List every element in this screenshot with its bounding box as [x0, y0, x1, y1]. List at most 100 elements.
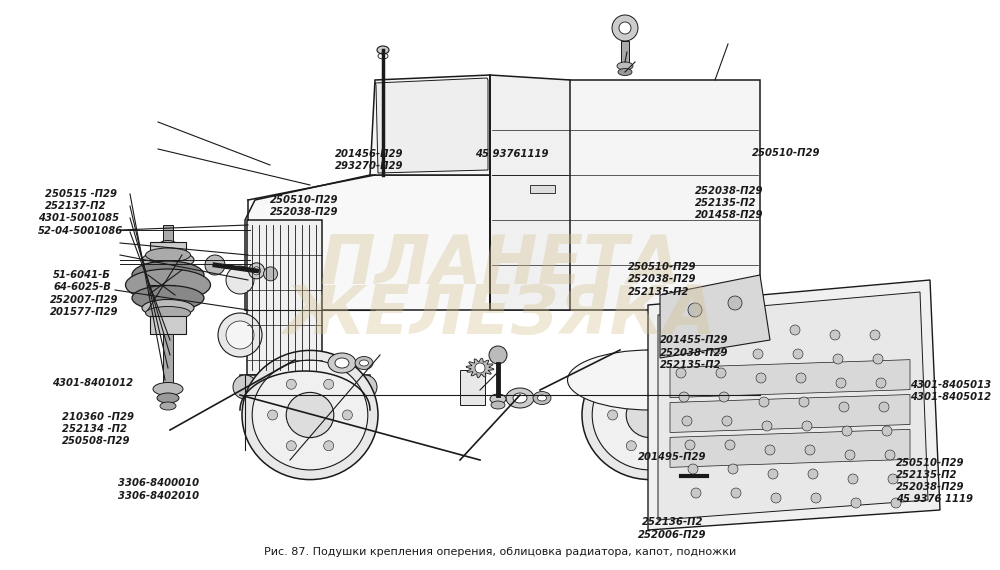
Text: 252006-П29: 252006-П29 [638, 530, 706, 540]
Circle shape [796, 373, 806, 383]
Text: 252038-П29: 252038-П29 [896, 482, 964, 492]
Ellipse shape [538, 395, 546, 401]
Bar [150, 242, 186, 260]
Circle shape [768, 469, 778, 479]
Circle shape [771, 493, 781, 503]
Circle shape [888, 474, 898, 484]
Circle shape [710, 320, 720, 330]
Circle shape [286, 441, 296, 451]
Circle shape [848, 474, 858, 484]
Circle shape [226, 321, 254, 349]
Circle shape [725, 440, 735, 450]
Text: 252038-П29: 252038-П29 [628, 274, 696, 284]
Polygon shape [648, 280, 940, 530]
Circle shape [233, 375, 257, 399]
Text: 252135-П2: 252135-П2 [628, 287, 690, 297]
Circle shape [626, 441, 636, 451]
Circle shape [619, 22, 631, 34]
Circle shape [802, 421, 812, 431]
Circle shape [489, 346, 507, 364]
Ellipse shape [146, 248, 190, 262]
Circle shape [722, 416, 732, 426]
Ellipse shape [146, 307, 190, 320]
Polygon shape [658, 292, 928, 520]
Circle shape [719, 392, 729, 402]
Ellipse shape [582, 351, 718, 479]
Circle shape [679, 392, 689, 402]
Polygon shape [466, 359, 494, 378]
Bar [460, 370, 485, 405]
Circle shape [879, 402, 889, 412]
Polygon shape [660, 275, 770, 358]
Circle shape [704, 468, 720, 484]
Circle shape [756, 373, 766, 383]
Text: 4301-8401012: 4301-8401012 [52, 378, 133, 388]
Circle shape [685, 440, 695, 450]
Ellipse shape [617, 62, 633, 70]
Circle shape [342, 410, 352, 420]
Text: 252135-П2: 252135-П2 [660, 360, 722, 370]
Circle shape [811, 493, 821, 503]
Text: 52-04-5001086: 52-04-5001086 [38, 226, 123, 236]
Circle shape [676, 368, 686, 378]
Circle shape [750, 325, 760, 335]
Text: 45 9376 1119: 45 9376 1119 [896, 494, 973, 504]
Circle shape [324, 379, 334, 389]
Circle shape [716, 368, 726, 378]
Ellipse shape [626, 392, 674, 438]
Circle shape [682, 410, 692, 420]
Text: 201458-П29: 201458-П29 [695, 210, 764, 221]
Text: 252038-П29: 252038-П29 [270, 207, 338, 217]
Circle shape [664, 441, 674, 451]
Ellipse shape [242, 351, 378, 479]
Circle shape [713, 344, 723, 354]
Ellipse shape [328, 353, 356, 373]
Ellipse shape [335, 358, 349, 368]
Text: 250510-П29: 250510-П29 [270, 195, 338, 205]
Circle shape [830, 330, 840, 340]
Circle shape [808, 469, 818, 479]
Circle shape [475, 363, 485, 373]
Bar [163, 334, 173, 389]
Ellipse shape [513, 393, 527, 403]
Polygon shape [490, 75, 570, 310]
Circle shape [688, 303, 702, 317]
Circle shape [753, 349, 763, 359]
Circle shape [608, 410, 618, 420]
Circle shape [268, 410, 278, 420]
Circle shape [873, 354, 883, 364]
Circle shape [805, 445, 815, 455]
Text: ЖЕЛЕЗЯКА: ЖЕЛЕЗЯКА [284, 282, 716, 348]
Circle shape [762, 421, 772, 431]
Circle shape [793, 349, 803, 359]
Polygon shape [370, 75, 490, 175]
Circle shape [891, 498, 901, 508]
Circle shape [205, 255, 225, 275]
Text: 252134 -П2: 252134 -П2 [62, 424, 127, 434]
Ellipse shape [160, 402, 176, 410]
Ellipse shape [132, 286, 204, 311]
Ellipse shape [568, 350, 732, 410]
Bar [530, 185, 555, 193]
Bar [240, 375, 370, 397]
Ellipse shape [618, 68, 632, 75]
Circle shape [249, 263, 265, 279]
Text: 4301-8405012: 4301-8405012 [910, 392, 991, 402]
Text: 252007-П29: 252007-П29 [50, 295, 119, 305]
Circle shape [691, 488, 701, 498]
Ellipse shape [355, 356, 373, 369]
Circle shape [842, 426, 852, 436]
Ellipse shape [360, 360, 368, 366]
Circle shape [731, 488, 741, 498]
Text: 293270-П29: 293270-П29 [335, 161, 404, 172]
Circle shape [264, 267, 278, 281]
Circle shape [682, 416, 692, 426]
Circle shape [728, 296, 742, 310]
Circle shape [885, 450, 895, 460]
Text: 250510-П29: 250510-П29 [752, 148, 820, 158]
Text: 51-6041-Б: 51-6041-Б [53, 270, 111, 280]
Circle shape [882, 426, 892, 436]
Bar [150, 316, 186, 334]
Text: 252136-П2: 252136-П2 [642, 517, 704, 527]
Circle shape [353, 375, 377, 399]
